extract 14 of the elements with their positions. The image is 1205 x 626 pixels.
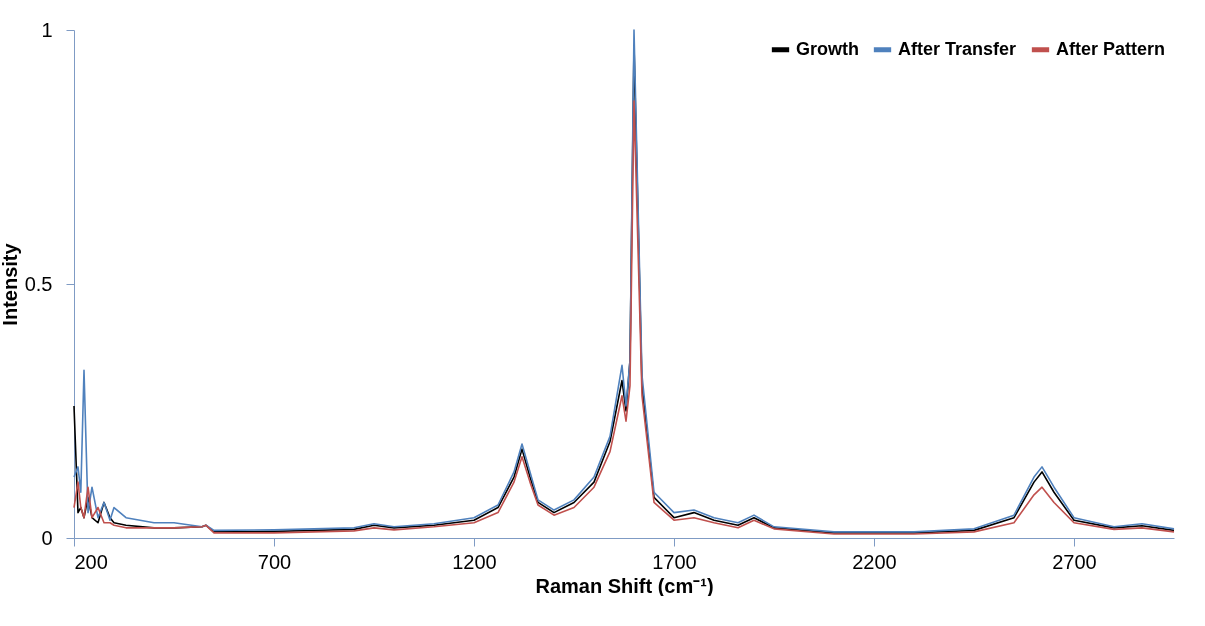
- x-tick-label: 2200: [852, 550, 897, 573]
- x-tick-label: 200: [74, 550, 108, 573]
- y-tick-label: 1: [41, 18, 53, 41]
- legend-label: After Pattern: [1056, 38, 1166, 59]
- y-tick-label: 0.5: [24, 272, 53, 295]
- y-tick-label: 0: [41, 526, 53, 549]
- x-tick-label: 1200: [452, 550, 497, 573]
- x-axis-title: Raman Shift (cm⁻¹): [535, 574, 714, 597]
- x-tick-label: 700: [257, 550, 292, 573]
- y-axis-title: Intensity: [0, 242, 21, 326]
- x-tick-label: 1700: [652, 550, 697, 573]
- legend-label: Growth: [796, 38, 859, 59]
- legend-label: After Transfer: [898, 38, 1017, 59]
- x-tick-label: 2700: [1052, 550, 1097, 573]
